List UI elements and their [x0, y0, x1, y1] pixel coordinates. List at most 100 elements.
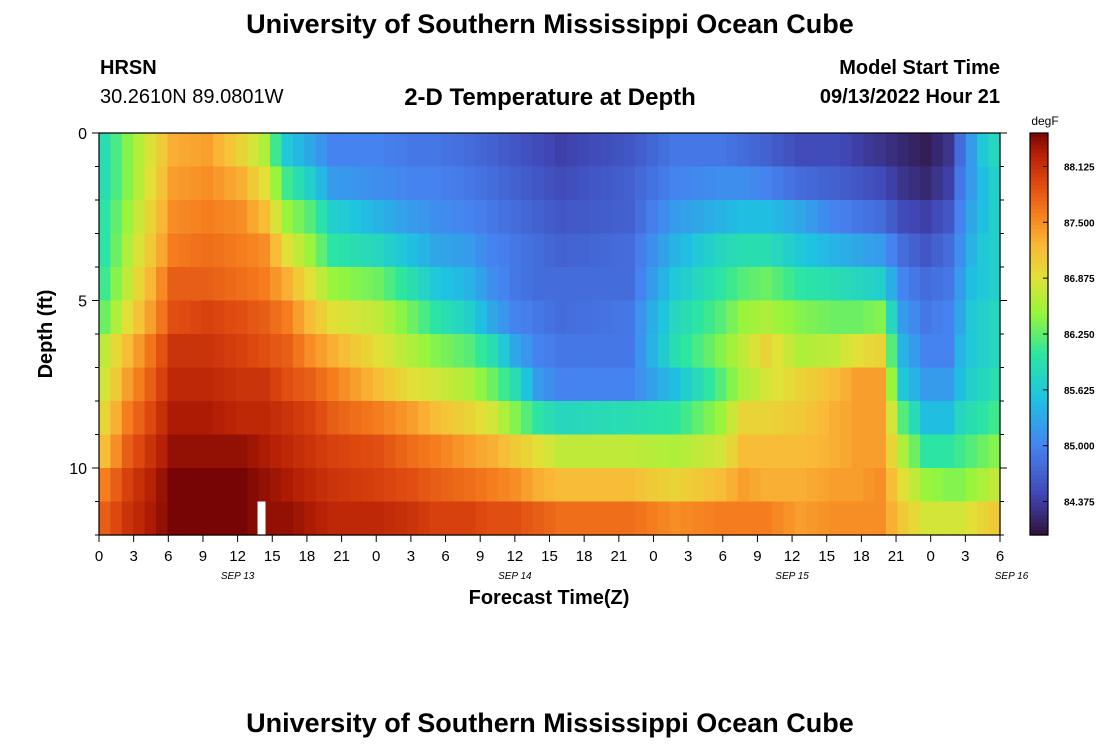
heatmap-cell — [133, 468, 146, 503]
colorbar-segment — [1030, 478, 1048, 484]
heatmap-cell — [418, 133, 431, 168]
heatmap-cell — [463, 300, 476, 335]
data-marker — [257, 501, 266, 535]
heatmap-cell — [908, 200, 921, 235]
heatmap-cell — [612, 501, 625, 536]
heatmap-cell — [828, 166, 841, 201]
heatmap-cell — [349, 468, 362, 503]
x-tick-label: 18 — [853, 548, 870, 565]
heatmap-cell — [213, 468, 226, 503]
heatmap-cell — [429, 233, 442, 268]
heatmap-cell — [840, 468, 853, 503]
heatmap-cell — [372, 166, 385, 201]
heatmap-cell — [498, 501, 511, 536]
heatmap-cell — [555, 334, 568, 369]
heatmap-cell — [851, 200, 864, 235]
heatmap-cell — [920, 200, 933, 235]
heatmap-cell — [361, 334, 374, 369]
heatmap-cell — [657, 468, 670, 503]
heatmap-cell — [783, 166, 796, 201]
heatmap-cell — [885, 367, 898, 402]
heatmap-cell — [463, 166, 476, 201]
heatmap-cell — [201, 233, 214, 268]
heatmap-cell — [977, 300, 990, 335]
heatmap-cell — [338, 501, 351, 536]
heatmap-cell — [623, 468, 636, 503]
heatmap-cell — [840, 334, 853, 369]
heatmap-cell — [224, 133, 237, 168]
colorbar-segment — [1030, 466, 1048, 472]
heatmap-cell — [167, 468, 180, 503]
heatmap-cell — [99, 166, 112, 201]
heatmap-cell — [304, 501, 317, 536]
heatmap-cell — [942, 401, 955, 436]
heatmap-cell — [201, 300, 214, 335]
heatmap-cell — [384, 501, 397, 536]
heatmap-cell — [475, 334, 488, 369]
heatmap-cell — [589, 401, 602, 436]
heatmap-cell — [726, 367, 739, 402]
heatmap-cell — [532, 401, 545, 436]
colorbar-segment — [1030, 422, 1048, 428]
colorbar-segment — [1030, 438, 1048, 444]
heatmap-cell — [520, 267, 533, 302]
heatmap-cell — [737, 133, 750, 168]
heatmap-cell — [954, 501, 967, 536]
heatmap-cell — [749, 267, 762, 302]
colorbar-segment — [1030, 289, 1048, 295]
heatmap-cell — [555, 434, 568, 469]
heatmap-cell — [99, 233, 112, 268]
heatmap-cell — [213, 133, 226, 168]
colorbar-segment — [1030, 269, 1048, 275]
x-tick-label: 3 — [129, 548, 137, 565]
heatmap-cell — [737, 300, 750, 335]
heatmap-cell — [543, 468, 556, 503]
colorbar-segment — [1030, 249, 1048, 255]
colorbar-segment — [1030, 346, 1048, 351]
heatmap-cell — [817, 367, 830, 402]
heatmap-cell — [794, 267, 807, 302]
heatmap-cell — [954, 367, 967, 402]
heatmap-cell — [635, 334, 648, 369]
x-tick-labels: 0 3 6 9 12 15 18 21 0 3 6 9 12 15 18 21 0 3 6 9 12 15 18 21 0 3 6 — [95, 548, 1004, 565]
heatmap-cell — [737, 367, 750, 402]
heatmap-cell — [110, 367, 123, 402]
heatmap-cell — [167, 267, 180, 302]
heatmap-cell — [395, 233, 408, 268]
colorbar-segment — [1030, 462, 1048, 468]
heatmap-cell — [977, 334, 990, 369]
heatmap-cell — [167, 133, 180, 168]
heatmap-cell — [749, 401, 762, 436]
heatmap-cell — [669, 468, 682, 503]
heatmap-cell — [749, 233, 762, 268]
heatmap-cell — [292, 367, 305, 402]
heatmap-cell — [543, 401, 556, 436]
heatmap-cell — [281, 300, 294, 335]
heatmap-cell — [292, 300, 305, 335]
heatmap-cell — [361, 200, 374, 235]
heatmap-cell — [509, 334, 522, 369]
colorbar-segment — [1030, 498, 1048, 504]
x-tick-label: 15 — [541, 548, 558, 565]
heatmap-cell — [612, 267, 625, 302]
heatmap-cell — [486, 133, 499, 168]
heatmap-cell — [771, 133, 784, 168]
colorbar-segment — [1030, 301, 1048, 307]
heatmap-cell — [532, 200, 545, 235]
heatmap-cell — [144, 434, 157, 469]
heatmap-cell — [600, 166, 613, 201]
heatmap-cell — [635, 133, 648, 168]
heatmap-cell — [863, 166, 876, 201]
heatmap-cell — [144, 300, 157, 335]
heatmap-cell — [121, 200, 134, 235]
heatmap-cell — [988, 401, 1001, 436]
heatmap-cell — [669, 300, 682, 335]
heatmap-cell — [384, 233, 397, 268]
heatmap-cell — [178, 300, 191, 335]
colorbar-segment — [1030, 157, 1048, 162]
heatmap-cell — [486, 434, 499, 469]
heatmap-cell — [680, 367, 693, 402]
colorbar-segment — [1030, 153, 1048, 158]
heatmap-cell — [965, 367, 978, 402]
heatmap-cell — [623, 501, 636, 536]
